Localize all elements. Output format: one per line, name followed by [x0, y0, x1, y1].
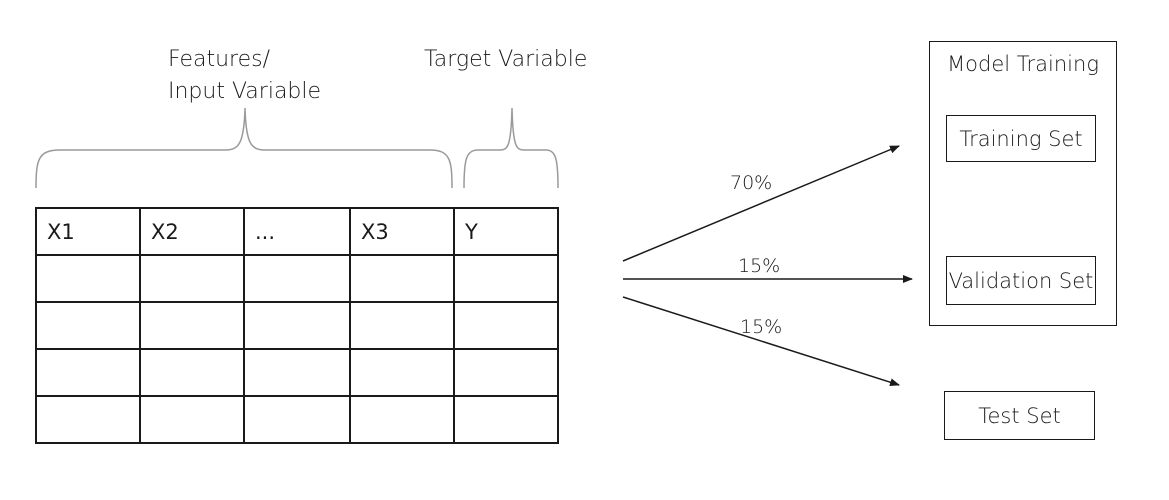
validation-set-box: Validation Set [946, 256, 1096, 305]
model-training-title: Model Training [947, 52, 1099, 76]
training-set-box: Training Set [946, 115, 1096, 162]
column-header-x3: X3 [349, 207, 455, 256]
table-cell [243, 395, 351, 444]
table-cell [243, 254, 351, 303]
table-row [35, 395, 559, 444]
table-cell [349, 395, 455, 444]
split-percent-validation: 15% [738, 255, 781, 277]
arrow-training [622, 145, 900, 262]
table-cell [453, 301, 559, 350]
table-cell [35, 301, 141, 350]
table-row [35, 254, 559, 303]
table-cell [35, 254, 141, 303]
data-table: X1 X2 ... X3 Y [35, 207, 559, 444]
target-variable-label: Target Variable [424, 47, 588, 72]
test-set-box: Test Set [944, 391, 1095, 440]
table-cell [453, 348, 559, 397]
table-row [35, 301, 559, 350]
features-label-line1: Features/ [168, 47, 271, 72]
target-brace [463, 107, 559, 189]
training-set-label: Training Set [959, 126, 1083, 151]
test-set-label: Test Set [978, 403, 1061, 428]
column-header-x2: X2 [139, 207, 245, 256]
table-cell [453, 395, 559, 444]
table-cell [349, 301, 455, 350]
split-percent-test: 15% [740, 316, 783, 338]
table-cell [349, 254, 455, 303]
table-cell [243, 348, 351, 397]
table-cell [35, 395, 141, 444]
column-header-ellipsis: ... [243, 207, 351, 256]
column-header-x1: X1 [35, 207, 141, 256]
table-header-row: X1 X2 ... X3 Y [35, 207, 559, 256]
table-cell [349, 348, 455, 397]
arrow-test [622, 296, 900, 387]
features-label-line2: Input Variable [168, 79, 322, 104]
features-brace [35, 107, 453, 189]
table-cell [139, 348, 245, 397]
model-training-container: Model Training [929, 41, 1117, 326]
table-cell [453, 254, 559, 303]
column-header-y: Y [453, 207, 559, 256]
table-cell [243, 301, 351, 350]
table-cell [139, 254, 245, 303]
validation-set-label: Validation Set [948, 268, 1094, 293]
split-percent-training: 70% [730, 172, 773, 194]
table-cell [139, 395, 245, 444]
table-row [35, 348, 559, 397]
table-cell [35, 348, 141, 397]
table-cell [139, 301, 245, 350]
